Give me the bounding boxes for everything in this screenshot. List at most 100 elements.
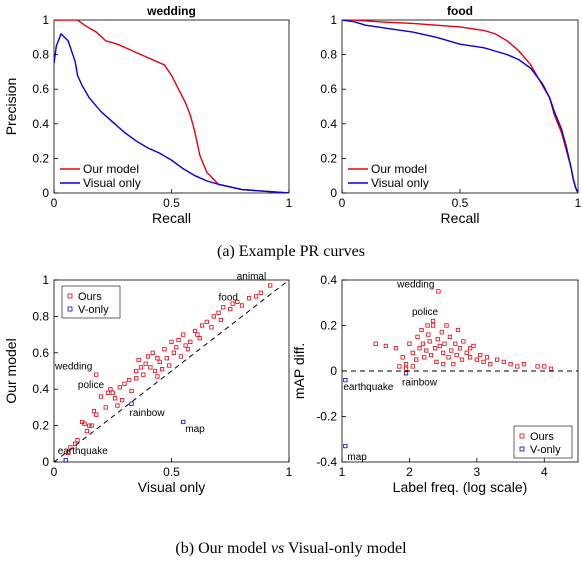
- scatter-point-ours: [442, 341, 447, 346]
- caption-a-text: (a) Example PR curves: [217, 243, 365, 260]
- chart-1: 0 0.5 1 0 0.2 0.4 0.6 0.8 1 Recall Precision weddin…: [3, 4, 293, 226]
- scatter-point-ours: [383, 343, 388, 349]
- y-tick-label: 0: [330, 364, 337, 378]
- legend-swatch: [519, 433, 525, 439]
- x-tick-label: 1: [286, 196, 293, 210]
- legend-label: Visual only: [371, 176, 429, 190]
- series-line-our-model: [54, 20, 289, 193]
- scatter-point-v-only: [181, 419, 186, 425]
- scatter-point-v-only: [129, 401, 134, 406]
- scatter-point-ours: [108, 387, 113, 392]
- scatter-point-ours: [143, 361, 148, 366]
- x-tick-label: 0: [51, 465, 58, 479]
- y-tick-label: 0.2: [320, 151, 337, 165]
- scatter-point-ours: [209, 325, 214, 330]
- scatter-point-ours: [422, 355, 427, 360]
- scatter-point-ours: [239, 303, 245, 308]
- legend-box: [61, 285, 121, 319]
- scatter-point-ours: [459, 357, 465, 362]
- scatter-point-ours: [169, 339, 174, 344]
- scatter-point-ours: [145, 354, 151, 359]
- scatter-point-ours: [141, 372, 146, 377]
- scatter-point-ours: [66, 450, 71, 456]
- x-tick-label: 1: [575, 196, 582, 210]
- x-tick-label: 0.5: [163, 196, 180, 210]
- y-tick-label: 0.6: [320, 82, 337, 96]
- y-tick-label: 0.8: [32, 309, 49, 323]
- annotation-label: food: [219, 292, 238, 303]
- x-tick-label: 0: [51, 196, 58, 210]
- x-tick-label: 1: [286, 465, 293, 479]
- scatter-point-ours: [373, 341, 378, 346]
- y-tick-label: -0.2: [316, 410, 337, 424]
- scatter-point-ours: [89, 423, 94, 428]
- x-axis-label: Label freq. (log scale): [393, 479, 528, 495]
- scatter-point-ours: [148, 365, 153, 370]
- legend-label: V-only: [78, 304, 109, 316]
- annotation-label: police: [78, 380, 105, 391]
- scatter-point-ours: [117, 385, 122, 390]
- annotation-label: earthquake: [58, 446, 108, 457]
- scatter-point-ours: [183, 343, 188, 348]
- scatter-point-ours: [426, 332, 431, 337]
- y-tick-label: 0: [42, 455, 49, 469]
- scatter-point-ours: [535, 364, 540, 369]
- scatter-point-ours: [199, 323, 205, 328]
- scatter-point-ours: [453, 341, 458, 346]
- y-tick-label: 1: [42, 273, 49, 287]
- scatter-point-ours: [521, 362, 527, 367]
- x-tick-label: 4: [541, 465, 548, 479]
- scatter-point-ours: [481, 359, 486, 365]
- scatter-point-ours: [185, 347, 191, 352]
- x-tick-label: 2: [406, 465, 413, 479]
- scatter-point-ours: [437, 343, 442, 349]
- scatter-point-ours: [474, 357, 479, 362]
- scatter-point-ours: [444, 323, 449, 328]
- scatter-point-ours: [441, 362, 446, 367]
- scatter-point-ours: [430, 323, 436, 328]
- scatter-point-ours: [82, 421, 87, 426]
- scatter-point-ours: [174, 345, 179, 350]
- annotation-label: rainbow: [402, 377, 438, 388]
- scatter-point-ours: [427, 339, 432, 344]
- scatter-point-ours: [414, 357, 419, 362]
- scatter-point-ours: [230, 301, 235, 306]
- scatter-point-ours: [216, 310, 221, 315]
- legend-swatch: [67, 306, 73, 312]
- annotation-label: police: [412, 307, 439, 318]
- scatter-point-v-only: [403, 371, 409, 376]
- caption-b-prefix: (b) Our model: [175, 540, 271, 557]
- legend-label: Ours: [78, 291, 102, 303]
- scatter-point-ours: [84, 428, 89, 434]
- legend-label: Our model: [371, 162, 427, 176]
- scatter-point-ours: [129, 388, 134, 394]
- x-tick-label: 1: [339, 465, 346, 479]
- scatter-point-ours: [192, 328, 198, 334]
- series-line-visual-only: [342, 20, 578, 193]
- scatter-point-ours: [447, 334, 452, 339]
- legend-label: Visual only: [83, 176, 141, 190]
- scatter-point-ours: [204, 319, 209, 324]
- scatter-point-ours: [501, 359, 506, 365]
- caption-a: (a) Example PR curves: [0, 243, 582, 261]
- scatter-point-v-only: [343, 377, 348, 383]
- legend-label: Ours: [530, 431, 554, 443]
- scatter-point-ours: [417, 346, 422, 351]
- scatter-point-ours: [157, 359, 162, 365]
- scatter-point-ours: [471, 343, 476, 349]
- y-tick-label: 0: [330, 186, 337, 200]
- scatter-point-ours: [424, 348, 429, 353]
- scatter-point-ours: [436, 289, 441, 294]
- scatter-point-ours: [167, 363, 172, 368]
- scatter-point-ours: [435, 337, 440, 342]
- scatter-point-ours: [454, 352, 459, 358]
- scatter-point-v-only: [63, 458, 68, 463]
- annotation-label: wedding: [396, 279, 434, 290]
- scatter-point-ours: [197, 336, 202, 341]
- scatter-point-ours: [430, 318, 436, 324]
- annotation-label: earthquake: [343, 382, 393, 393]
- y-tick-label: 0.4: [320, 117, 337, 131]
- y-axis-label: mAP diff.: [291, 343, 307, 399]
- scatter-point-ours: [136, 357, 141, 363]
